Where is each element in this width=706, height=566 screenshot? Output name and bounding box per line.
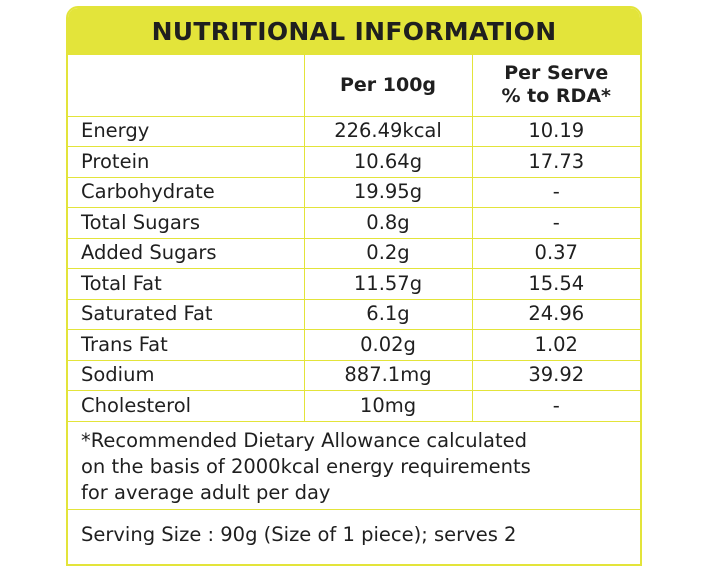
table-row: Cholesterol 10mg - [68,390,640,422]
per-100g-value: 226.49kcal [303,115,473,147]
panel-title: NUTRITIONAL INFORMATION [68,8,640,55]
header-per-serve-line2: % to RDA* [501,85,611,108]
table-row: Saturated Fat 6.1g 24.96 [68,298,640,330]
nutrient-name: Trans Fat [68,329,305,361]
per-100g-value: 6.1g [303,298,473,330]
footnote-line: *Recommended Dietary Allowance calculate… [81,428,527,452]
header-per-serve-rda: Per Serve % to RDA* [471,55,640,117]
nutrition-table: Per 100g Per Serve % to RDA* Energy 226.… [68,55,640,422]
nutrition-panel: NUTRITIONAL INFORMATION Per 100g Per Ser… [66,6,642,566]
rda-value: 10.19 [471,115,640,147]
per-100g-value: 887.1mg [303,359,473,391]
rda-value: - [471,176,640,208]
per-100g-value: 10.64g [303,146,473,178]
per-100g-value: 10mg [303,390,473,422]
table-row: Trans Fat 0.02g 1.02 [68,329,640,361]
nutrient-name: Total Sugars [68,207,305,239]
table-row: Carbohydrate 19.95g - [68,176,640,208]
rda-value: 39.92 [471,359,640,391]
per-100g-value: 0.8g [303,207,473,239]
rda-value: 0.37 [471,237,640,269]
nutrient-name: Protein [68,146,305,178]
table-row: Total Sugars 0.8g - [68,207,640,239]
table-row: Protein 10.64g 17.73 [68,146,640,178]
nutrient-name: Cholesterol [68,390,305,422]
footnote-line: on the basis of 2000kcal energy requirem… [81,454,531,478]
table-row: Energy 226.49kcal 10.19 [68,115,640,147]
rda-value: 24.96 [471,298,640,330]
table-body: Energy 226.49kcal 10.19 Protein 10.64g 1… [68,115,640,422]
rda-value: 17.73 [471,146,640,178]
nutrient-name: Energy [68,115,305,147]
per-100g-value: 0.02g [303,329,473,361]
per-100g-value: 11.57g [303,268,473,300]
nutrient-name: Added Sugars [68,237,305,269]
rda-value: 15.54 [471,268,640,300]
nutrient-name: Total Fat [68,268,305,300]
nutrient-name: Carbohydrate [68,176,305,208]
rda-footnote: *Recommended Dietary Allowance calculate… [68,422,640,510]
nutrient-name: Saturated Fat [68,298,305,330]
nutrient-name: Sodium [68,359,305,391]
header-per-100g: Per 100g [303,55,473,117]
serving-size: Serving Size : 90g (Size of 1 piece); se… [81,522,517,546]
rda-value: - [471,207,640,239]
per-100g-value: 19.95g [303,176,473,208]
rda-value: - [471,390,640,422]
table-row: Sodium 887.1mg 39.92 [68,359,640,391]
header-per-serve-line1: Per Serve [504,62,609,85]
per-100g-value: 0.2g [303,237,473,269]
table-header-row: Per 100g Per Serve % to RDA* [68,55,640,117]
table-row: Total Fat 11.57g 15.54 [68,268,640,300]
footnote-line: for average adult per day [81,480,331,504]
header-nutrient [68,55,305,117]
table-row: Added Sugars 0.2g 0.37 [68,237,640,269]
rda-value: 1.02 [471,329,640,361]
